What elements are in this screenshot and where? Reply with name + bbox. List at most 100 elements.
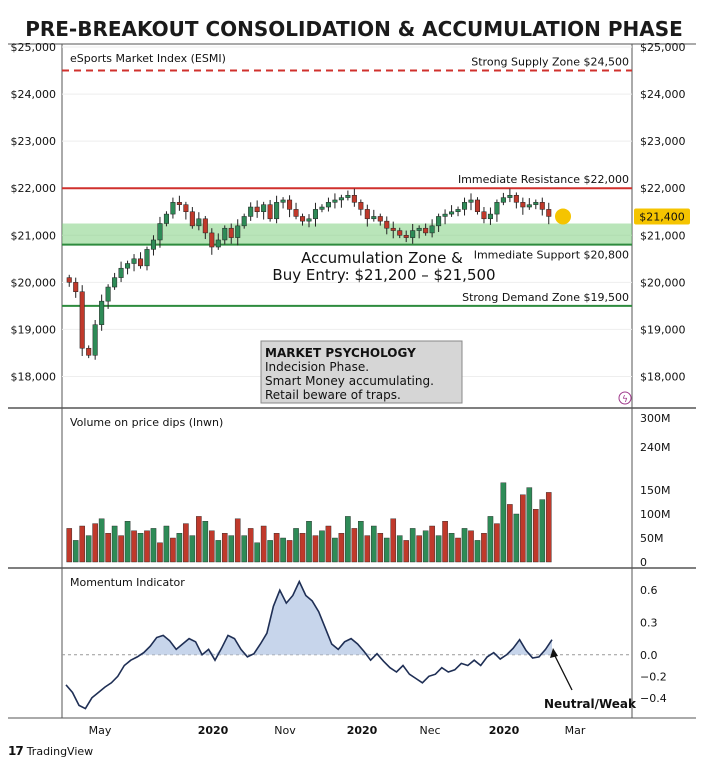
candle-body [144,249,150,267]
momentum-area [66,581,552,655]
psychology-line-2: Smart Money accumulating. [265,374,434,388]
volume-bar [105,533,111,563]
volume-bar [221,533,228,563]
x-axis-label: May [89,724,112,737]
candle-body [105,286,111,302]
chart-title: PRE-BREAKOUT CONSOLIDATION & ACCUMULATIO… [25,17,683,41]
volume-bar [351,528,358,563]
momentum-tick: 0.0 [640,649,658,662]
volume-bar [396,535,403,563]
volume-bar [260,525,267,563]
footer: 17 TradingView [8,744,93,758]
momentum-tick: −0.2 [640,670,667,683]
momentum-tick: −0.4 [640,692,667,705]
zone-label-line1: Accumulation Zone & [301,249,463,267]
volume-bar [131,530,137,563]
candle-body [345,195,351,198]
volume-tick: 300M [640,412,671,425]
volume-bar [157,542,163,563]
candle-body [163,213,169,224]
candle-body [364,209,370,220]
momentum-panel: 0.6 0.3 0.0 −0.2 −0.4 Momentum Indicator Neu… [62,576,667,711]
volume-bar [487,516,494,563]
volume-bar [325,525,332,563]
volume-bar [332,537,338,563]
candle-body [338,197,344,201]
candle-body [248,206,254,217]
volume-bar [409,528,416,563]
price-tick-left: $19,000 [11,323,57,336]
volume-bar [170,537,176,563]
lightning-icon[interactable]: ϟ [618,391,632,405]
volume-bar [118,535,124,563]
volume-bar [72,540,79,563]
volume-bar [345,516,351,563]
volume-bar [92,523,98,563]
x-axis-label: 2020 [489,724,520,737]
candle-body [254,206,260,212]
volume-bar [299,533,306,563]
candle-body [325,202,331,208]
volume-bar [144,530,150,563]
candle-body [92,324,98,356]
candle-body [267,204,273,220]
momentum-panel-title: Momentum Indicator [70,576,185,589]
candle-body [79,291,85,349]
candle-body [377,216,383,222]
candle-body [397,230,403,236]
volume-bar [66,528,73,563]
volume-bar [111,525,118,563]
volume-bar [273,533,280,563]
candle-body [287,199,293,210]
volume-bar [500,482,507,563]
volume-bar [286,540,293,563]
price-tick-right: $20,000 [640,276,686,289]
current-price-label: $21,400 [639,210,685,223]
volume-bar [338,533,345,563]
candle-body [390,227,396,231]
candle-body [332,199,338,203]
candle-body [500,197,506,203]
volume-bar [526,487,533,563]
candle-body [99,300,105,325]
volume-bar [429,525,435,563]
volume-bar [150,528,157,563]
candle-body [468,199,474,203]
candle-body [449,211,455,215]
neutral-annotation: Neutral/Weak [544,648,637,711]
momentum-line [65,579,553,710]
volume-bar [234,518,241,563]
candle-body [228,227,234,238]
price-tick-left: $23,000 [11,135,57,148]
volume-bar [520,494,526,563]
price-tick-right: $24,000 [640,88,686,101]
volume-bar [241,535,247,563]
volume-bar [79,525,85,563]
volume-bar [435,535,442,563]
x-axis-labels: May 2020 Nov 2020 Nec 2020 Mar [89,724,586,737]
x-axis-label: 2020 [198,724,229,737]
candle-body [280,199,286,203]
brand-name: TradingView [26,744,94,758]
psychology-line-1: Indecision Phase. [265,360,369,374]
volume-bar [481,533,487,563]
candle-body [176,202,182,205]
volume-axis-ticks: 0 50M 100M 150M 240M 300M [640,412,671,569]
volume-bar [383,537,390,563]
candle-body [423,227,429,234]
price-tick-right: $23,000 [640,135,686,148]
volume-bar [377,533,384,563]
volume-bar [507,504,513,563]
price-tick-left: $21,000 [11,229,57,242]
candlestick-series [66,188,552,360]
candle-body [222,227,228,241]
volume-bar [85,535,92,563]
candle-body [474,199,480,212]
price-tick-right: $25,000 [640,41,686,54]
volume-bar [533,509,539,563]
volume-bar [98,518,105,563]
candle-body [189,211,195,227]
candle-body [526,204,532,208]
volume-bar [416,535,422,563]
candle-body [513,195,519,203]
